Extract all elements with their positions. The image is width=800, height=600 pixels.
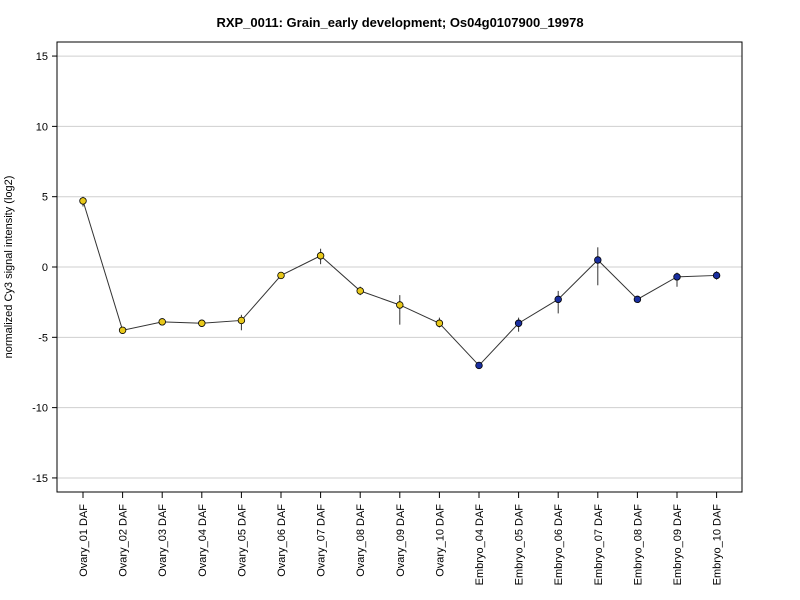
data-point-13 (594, 256, 602, 264)
y-tick-label-4: 5 (42, 192, 48, 204)
data-point-10 (475, 361, 483, 370)
x-tick-label-16: Embryo_10 DAF (712, 504, 724, 586)
x-tick-label-10: Embryo_04 DAF (474, 504, 486, 586)
x-tick-label-2: Ovary_03 DAF (157, 504, 169, 577)
data-point-4 (237, 316, 246, 325)
y-tick-label-0: -15 (32, 473, 48, 485)
data-point-7 (356, 287, 364, 295)
x-tick-label-4: Ovary_05 DAF (236, 504, 248, 577)
x-tick-label-7: Ovary_08 DAF (355, 504, 367, 577)
gridlines (57, 55, 742, 479)
y-axis-label: normalized Cy3 signal intensity (log2) (3, 176, 15, 359)
y-tick-label-3: 0 (42, 262, 48, 274)
data-point-1 (118, 326, 127, 334)
x-tick-label-3: Ovary_04 DAF (197, 504, 209, 577)
series-layer (79, 196, 721, 370)
data-point-9 (435, 319, 444, 327)
y-tick-label-2: -5 (38, 332, 48, 344)
x-tick-label-9: Ovary_10 DAF (434, 504, 446, 577)
x-tick-label-8: Ovary_09 DAF (395, 504, 407, 577)
x-tick-label-11: Embryo_05 DAF (514, 504, 526, 586)
data-point-2 (158, 318, 166, 326)
data-point-3 (198, 319, 206, 327)
data-point-0 (79, 197, 87, 205)
y-tick-label-5: 10 (36, 121, 48, 133)
x-tick-label-14: Embryo_08 DAF (632, 504, 644, 586)
x-tick-label-13: Embryo_07 DAF (593, 504, 605, 586)
data-point-11 (514, 319, 523, 327)
series-line (82, 200, 717, 367)
data-point-14 (633, 295, 642, 304)
data-point-5 (277, 271, 285, 280)
data-point-8 (396, 301, 404, 309)
x-tick-label-12: Embryo_06 DAF (553, 504, 565, 586)
data-point-12 (554, 295, 562, 304)
x-tick-label-0: Ovary_01 DAF (78, 504, 90, 577)
data-point-15 (673, 273, 681, 281)
chart-title: RXP_0011: Grain_early development; Os04g… (216, 15, 583, 30)
x-tick-label-15: Embryo_09 DAF (672, 504, 684, 586)
y-tick-label-1: -10 (32, 403, 48, 415)
data-point-16 (712, 271, 721, 280)
data-point-6 (316, 252, 325, 260)
x-tick-label-5: Ovary_06 DAF (276, 504, 288, 577)
y-tick-label-6: 15 (36, 51, 48, 63)
axes: -15 -10 -5 0 5 10 15 Ovary_01 DAF Ovary_02 DAF Ov… (32, 51, 724, 585)
x-tick-label-6: Ovary_07 DAF (316, 504, 328, 577)
plot-frame (56, 41, 743, 493)
x-tick-label-1: Ovary_02 DAF (118, 504, 130, 577)
